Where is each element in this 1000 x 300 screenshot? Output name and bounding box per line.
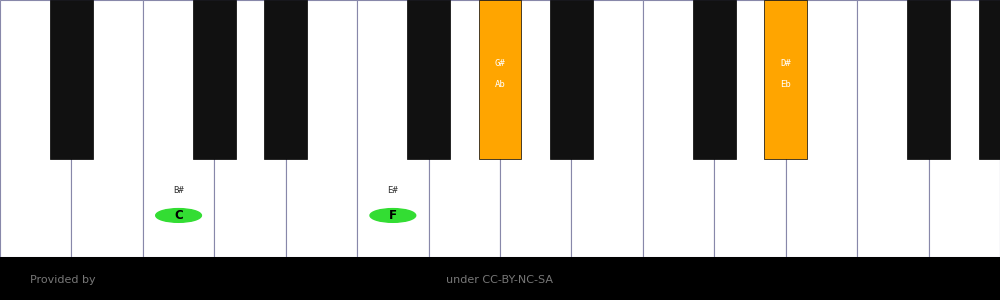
Text: E#: E# bbox=[387, 186, 398, 195]
Bar bbox=[71, 0, 143, 256]
Bar bbox=[786, 0, 857, 256]
Circle shape bbox=[767, 125, 805, 136]
Bar bbox=[500, 0, 571, 256]
Bar bbox=[264, 0, 307, 159]
Circle shape bbox=[156, 208, 201, 222]
Text: B#: B# bbox=[173, 186, 184, 195]
Bar bbox=[479, 0, 521, 159]
Bar bbox=[857, 0, 929, 256]
Bar bbox=[407, 0, 450, 159]
Bar bbox=[286, 0, 357, 256]
Bar bbox=[550, 0, 593, 159]
Bar bbox=[764, 0, 807, 159]
Bar bbox=[50, 0, 93, 159]
Bar bbox=[0, 256, 1000, 300]
Bar bbox=[929, 0, 1000, 256]
Bar bbox=[714, 0, 786, 256]
Bar bbox=[357, 0, 429, 256]
Text: Provided by: Provided by bbox=[30, 275, 96, 285]
Text: under CC-BY-NC-SA: under CC-BY-NC-SA bbox=[446, 275, 554, 285]
Text: Eb: Eb bbox=[780, 80, 791, 89]
Bar bbox=[907, 0, 950, 159]
Text: F: F bbox=[389, 209, 397, 222]
Bar bbox=[979, 0, 1000, 159]
Bar bbox=[429, 0, 500, 256]
Bar bbox=[571, 0, 643, 256]
Bar bbox=[0, 0, 71, 256]
Bar bbox=[643, 0, 714, 256]
Bar bbox=[693, 0, 736, 159]
Bar bbox=[214, 0, 286, 256]
Text: D#: D# bbox=[780, 59, 791, 68]
Bar bbox=[143, 0, 214, 256]
Circle shape bbox=[370, 208, 416, 222]
Circle shape bbox=[481, 125, 519, 136]
Text: G#: G# bbox=[495, 59, 505, 68]
Text: Ab: Ab bbox=[495, 80, 505, 89]
Bar bbox=[193, 0, 236, 159]
Text: C: C bbox=[174, 209, 183, 222]
